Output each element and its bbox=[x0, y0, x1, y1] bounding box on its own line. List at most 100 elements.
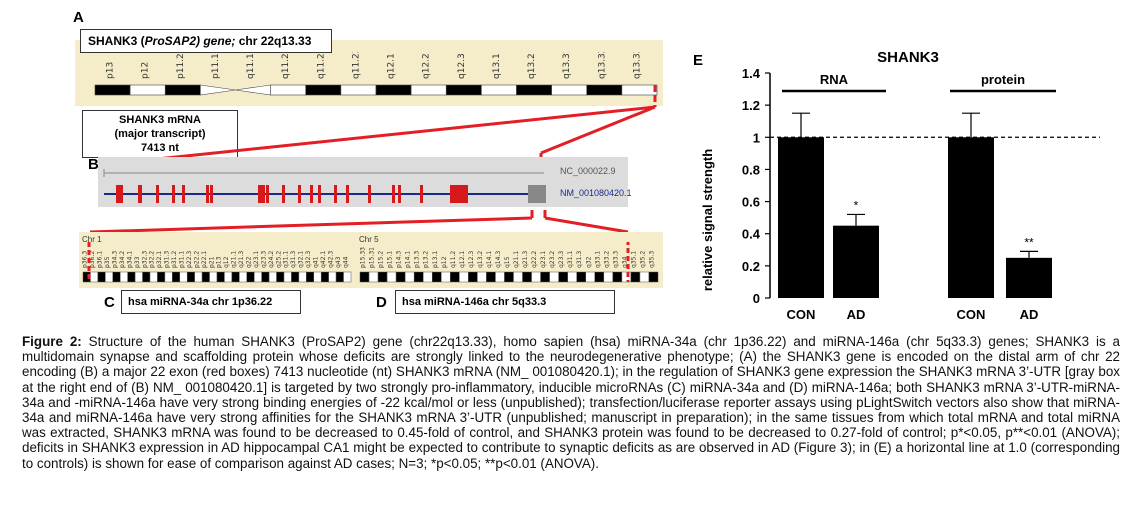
exon-box bbox=[182, 185, 185, 203]
chr22-band-label: q12.2 bbox=[422, 53, 432, 79]
panel-e-letter: E bbox=[693, 52, 704, 69]
chart-title: SHANK3 bbox=[877, 49, 939, 66]
chr1-band bbox=[306, 271, 315, 283]
chr5-band bbox=[468, 271, 478, 283]
chr5-band bbox=[594, 271, 605, 283]
chr1-band-label: q41 bbox=[313, 256, 320, 268]
mir146a-label-box: hsa miRNA-146a chr 5q33.3 bbox=[395, 290, 615, 314]
chr5-band-label: q22.2 bbox=[531, 251, 538, 268]
chr1-band-label: p21 bbox=[208, 256, 215, 268]
y-tick-label: 0.8 bbox=[742, 162, 760, 177]
chr22-band-label: p12 bbox=[141, 62, 151, 79]
chr22-band-label: q12.1 bbox=[387, 53, 397, 79]
chr5-band-label: q35.1 bbox=[630, 251, 637, 268]
exon-box bbox=[392, 185, 395, 203]
chr22-band-label: q13.2 bbox=[527, 53, 537, 79]
chr5-band bbox=[522, 271, 532, 283]
chr1-band-label: q42.1 bbox=[320, 251, 327, 268]
chr1-band bbox=[97, 271, 106, 283]
chr1-band-label: p31.1 bbox=[179, 251, 186, 268]
chr5-band-label: q21.1 bbox=[513, 251, 520, 268]
exon-box bbox=[116, 185, 121, 203]
y-tick-label: 1 bbox=[753, 130, 760, 145]
chr5-band-label: p15.2 bbox=[378, 251, 385, 268]
category-label: CON bbox=[787, 307, 816, 322]
chr1-band bbox=[298, 271, 307, 283]
bar bbox=[833, 225, 879, 298]
chr1-band bbox=[186, 271, 195, 283]
chr1-band bbox=[313, 271, 322, 283]
chr5-band bbox=[477, 271, 487, 283]
chr5-band-label: q33.1 bbox=[594, 251, 601, 268]
chr1-band bbox=[112, 271, 121, 283]
chr1-band bbox=[268, 271, 277, 283]
track-label-genomic: NC_000022.9 bbox=[560, 166, 616, 176]
exon-box bbox=[120, 185, 123, 203]
chr5-band-label: q21.3 bbox=[522, 251, 529, 268]
category-label: AD bbox=[1020, 307, 1039, 322]
chr1-band-label: q44 bbox=[342, 256, 349, 268]
chr5-band-label: q12.1 bbox=[459, 251, 466, 268]
chr5-band bbox=[603, 271, 614, 283]
gene-title-suffix: chr 22q13.33 bbox=[235, 34, 312, 48]
connector-d bbox=[544, 216, 629, 234]
chr5-band bbox=[630, 271, 641, 283]
zoom-connectors bbox=[89, 85, 657, 234]
figure-caption: Figure 2: Structure of the human SHANK3 … bbox=[22, 334, 1120, 471]
utr-3-prime-box bbox=[528, 185, 546, 203]
chr1-band-label: p13 bbox=[216, 256, 223, 268]
chr1-band bbox=[142, 271, 151, 283]
chr1-band-label: p34.2 bbox=[119, 251, 126, 268]
chr5-band bbox=[404, 271, 415, 283]
chr5-band bbox=[621, 271, 632, 283]
chr5-band bbox=[486, 271, 496, 283]
y-tick-label: 1.4 bbox=[742, 66, 761, 81]
group-label: RNA bbox=[820, 72, 849, 87]
chr1-band-label: p33 bbox=[134, 256, 141, 268]
exon-box bbox=[206, 185, 209, 203]
y-tick-label: 0 bbox=[753, 291, 760, 306]
y-tick-label: 1.2 bbox=[742, 98, 760, 113]
panel-d-letter: D bbox=[376, 294, 387, 311]
exon-box bbox=[266, 185, 269, 203]
chr5-band-label: p15.1 bbox=[387, 251, 394, 268]
chr1-band bbox=[194, 271, 203, 283]
chr22-band-label: q11.23 bbox=[351, 52, 361, 79]
chr5-band bbox=[648, 271, 659, 283]
chr1-band bbox=[216, 271, 225, 283]
mir34a-label-box: hsa miRNA-34a chr 1p36.22 bbox=[121, 290, 301, 314]
gene-title-box: SHANK3 (ProSAP2) gene; chr 22q13.33 bbox=[80, 29, 332, 53]
chr1-band-label: q12 bbox=[223, 256, 230, 268]
chr1-band bbox=[201, 271, 210, 283]
chr5-band bbox=[540, 271, 550, 283]
chr1-band bbox=[335, 271, 344, 283]
exon-box bbox=[450, 185, 468, 203]
chr5-band-label: q11.2 bbox=[450, 251, 457, 268]
significance-label: ** bbox=[1024, 235, 1034, 249]
category-label: AD bbox=[847, 307, 866, 322]
mrna-subtitle: (major transcript) bbox=[114, 128, 206, 140]
bar bbox=[1006, 257, 1052, 298]
exon-box bbox=[310, 185, 313, 203]
chr1-ideogram: p36.3 p36.2 p36.1 p35 p34.3 p34.2 p34.1 p33 p32.… bbox=[82, 242, 352, 283]
chr22-band-label: q13.1 bbox=[492, 53, 502, 79]
exon-box bbox=[138, 185, 142, 203]
chr22-centromere-q bbox=[235, 84, 271, 96]
chr5-band bbox=[422, 271, 433, 283]
mrna-title: SHANK3 mRNA bbox=[119, 114, 201, 126]
chr5-band bbox=[531, 271, 541, 283]
caption-text: Structure of the human SHANK3 (ProSAP2) … bbox=[22, 334, 1121, 471]
connector-a-right bbox=[540, 105, 656, 155]
chr22-band-label: q13.32 bbox=[597, 52, 607, 79]
y-tick-label: 0.4 bbox=[742, 227, 761, 242]
chr22-band-label: p11.2 bbox=[176, 53, 186, 79]
bar bbox=[948, 137, 994, 298]
chr5-band-label: q35.3 bbox=[648, 251, 655, 268]
chr5-band bbox=[612, 271, 623, 283]
chr1-band-label: p22.1 bbox=[201, 251, 208, 268]
exon-box bbox=[210, 185, 213, 203]
chr1-band-label: q42.3 bbox=[327, 251, 334, 268]
chr1-band bbox=[90, 271, 99, 283]
chr5-band-label: q34 bbox=[621, 256, 628, 268]
chr1-band bbox=[157, 271, 166, 283]
